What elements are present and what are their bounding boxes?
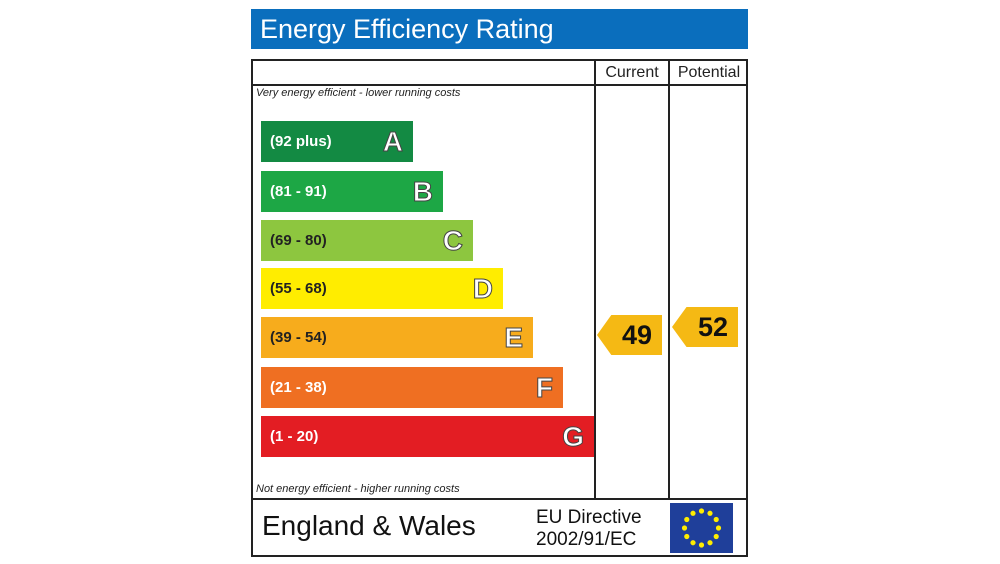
band-letter: C: [442, 225, 463, 257]
column-divider: [594, 59, 596, 500]
current-header: Current: [605, 64, 659, 81]
band-range: (92 plus): [270, 133, 332, 150]
band-g: (1 - 20) G: [261, 416, 594, 457]
band-letter: F: [535, 372, 553, 404]
band-b: (81 - 91) B: [261, 171, 443, 212]
star-icon: [681, 525, 688, 531]
potential-header: Potential: [677, 64, 741, 81]
star-icon: [713, 516, 719, 523]
current-rating-arrow: 49: [597, 315, 662, 355]
band-letter: B: [412, 176, 433, 208]
star-icon: [707, 540, 713, 546]
band-f: (21 - 38) F: [261, 367, 563, 408]
eu-directive: EU Directive 2002/91/EC: [536, 507, 642, 551]
band-range: (1 - 20): [270, 428, 319, 445]
top-note: Very energy efficient - lower running co…: [256, 87, 461, 99]
footer-divider: [251, 498, 748, 500]
band-range: (21 - 38): [270, 379, 327, 396]
star-icon: [690, 540, 696, 546]
band-e: (39 - 54) E: [261, 317, 533, 358]
eu-flag-icon: [670, 503, 733, 553]
band-range: (81 - 91): [270, 183, 327, 200]
band-letter: E: [504, 322, 524, 354]
column-divider: [668, 59, 670, 500]
star-icon: [684, 516, 690, 523]
star-icon: [707, 510, 713, 516]
header-divider: [251, 84, 748, 86]
band-range: (69 - 80): [270, 232, 327, 249]
band-c: (69 - 80) C: [261, 220, 473, 261]
band-a: (92 plus) A: [261, 121, 413, 162]
band-letter: A: [382, 126, 403, 158]
band-range: (39 - 54): [270, 329, 327, 346]
band-letter: D: [472, 273, 493, 305]
star-icon: [690, 510, 696, 516]
band-range: (55 - 68): [270, 280, 327, 297]
star-icon: [684, 533, 690, 540]
star-icon: [713, 533, 719, 540]
directive-line1: EU Directive: [536, 507, 642, 528]
chart-title: Energy Efficiency Rating: [251, 9, 748, 49]
band-letter: G: [562, 421, 585, 453]
star-icon: [698, 542, 705, 548]
star-icon: [715, 525, 722, 531]
potential-rating-arrow: 52: [672, 307, 738, 347]
directive-line2: 2002/91/EC: [536, 529, 637, 550]
bottom-note: Not energy efficient - higher running co…: [256, 483, 460, 495]
band-d: (55 - 68) D: [261, 268, 503, 309]
star-icon: [698, 508, 705, 514]
country-label: England & Wales: [262, 510, 476, 541]
rating-table: [251, 59, 748, 557]
